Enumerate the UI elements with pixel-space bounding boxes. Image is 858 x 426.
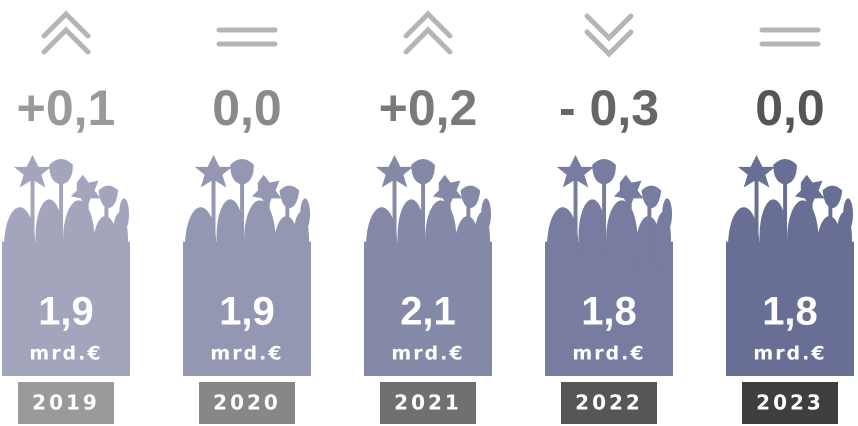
trend-icon: [44, 14, 88, 52]
value-label: 2,1: [400, 290, 456, 334]
trend-icon: [219, 30, 275, 44]
year-label: 2021: [394, 391, 462, 415]
trend-icon: [587, 16, 631, 54]
year-label: 2022: [575, 391, 643, 415]
year-label: 2023: [756, 391, 824, 415]
unit-label: mrd.€: [210, 343, 283, 365]
chevron: [44, 30, 88, 52]
unit-label: mrd.€: [572, 343, 645, 365]
flowers: [545, 155, 673, 291]
unit-label: mrd.€: [391, 343, 464, 365]
value-label: 1,8: [762, 290, 818, 334]
chevron: [587, 16, 631, 38]
trend-icon: [406, 14, 450, 52]
chart: +0,1 1,9 mrd.€ 2019 0,0 1,9 mrd.€ 2020 +0,2 2,1 mr…: [0, 0, 858, 426]
unit-label: mrd.€: [753, 343, 826, 365]
year-label: 2020: [213, 391, 281, 415]
trend-icon: [762, 30, 818, 44]
change-label: 0,0: [755, 80, 825, 136]
flowers: [183, 155, 311, 291]
change-label: +0,1: [17, 80, 116, 136]
value-label: 1,8: [581, 290, 637, 334]
unit-label: mrd.€: [29, 343, 102, 365]
change-label: 0,0: [212, 80, 282, 136]
flowers: [726, 155, 854, 291]
change-label: +0,2: [379, 80, 478, 136]
flowers: [364, 155, 492, 291]
chevron: [406, 30, 450, 52]
year-label: 2019: [32, 391, 100, 415]
value-label: 1,9: [219, 290, 275, 334]
flowers: [2, 155, 130, 291]
value-label: 1,9: [38, 290, 94, 334]
change-label: - 0,3: [559, 80, 659, 136]
